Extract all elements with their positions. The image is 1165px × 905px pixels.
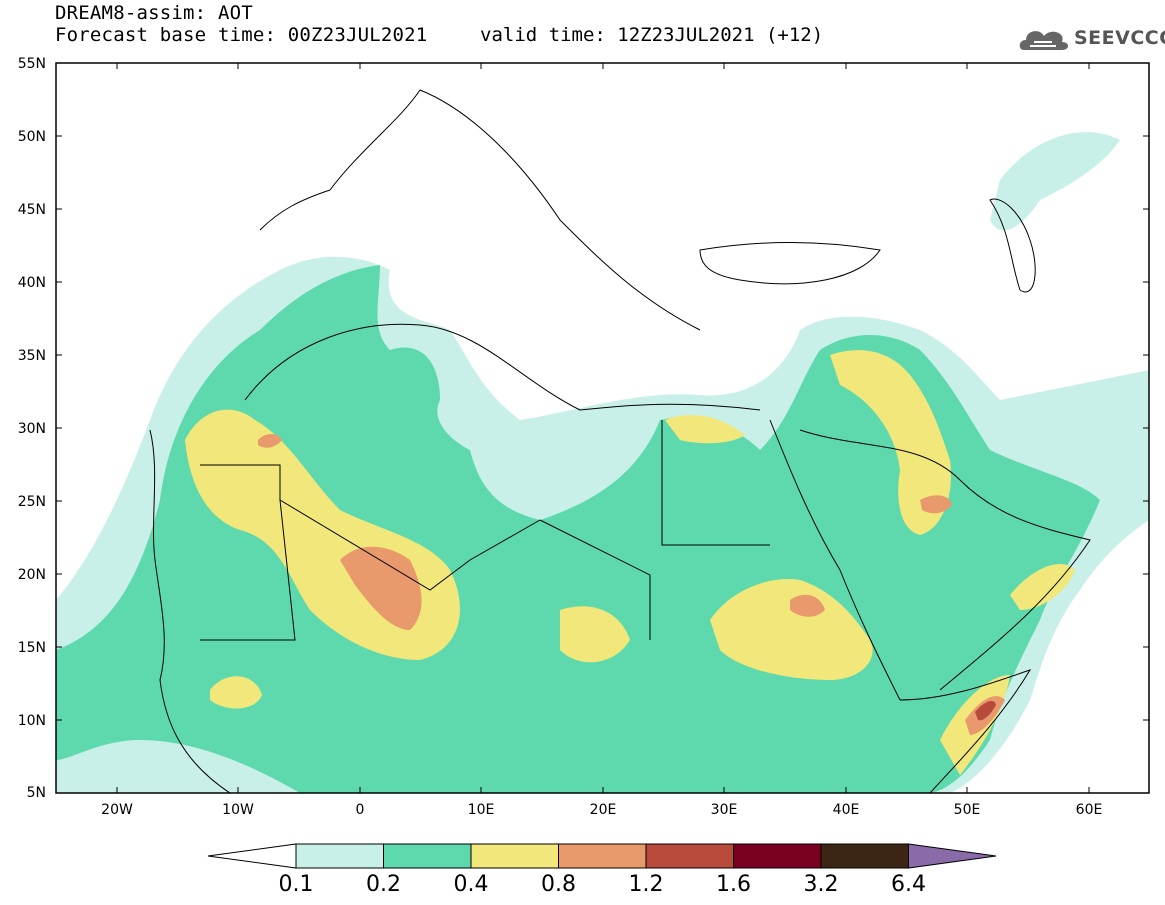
colorbar-label-1.6: 1.6 (716, 872, 751, 897)
colorbar-label-0.2: 0.2 (366, 872, 401, 897)
colorbar-swatch-0.4 (470, 843, 559, 869)
lon-label-0: 0 (355, 802, 365, 818)
border-egypt (661, 420, 770, 546)
colorbar (207, 843, 997, 869)
aot-band-0.8-redsea (790, 594, 825, 617)
coastline-black-sea (699, 242, 881, 285)
coastline-horn (899, 669, 1032, 793)
colorbar-label-1.2: 1.2 (628, 872, 664, 897)
colorbar-under-arrow (207, 843, 297, 869)
aot-band-0.4-egypt (665, 415, 745, 444)
aot-band-0.1-north (990, 132, 1120, 231)
coastline-north-africa (244, 323, 761, 411)
aot-band-0.8-algeria (340, 546, 422, 630)
aot-band-0.4-sahel (560, 606, 630, 663)
aot-band-0.8-arabia (920, 495, 952, 514)
forecast-base-time: Forecast base time: 00Z23JUL2021 (55, 24, 428, 46)
lat-label-40n: 40N (17, 275, 46, 291)
aot-band-0.4-westafrica (210, 676, 262, 709)
colorbar-label-6.4: 6.4 (891, 872, 926, 897)
border-libya-chad (539, 519, 651, 640)
lat-label-15n: 15N (17, 640, 46, 656)
colorbar-swatch-0.2 (383, 843, 472, 869)
colorbar-swatch-1.6 (733, 843, 822, 869)
coastline-west-africa (149, 429, 231, 793)
lon-label-30e: 30E (710, 802, 738, 818)
lat-label-55n: 55N (17, 56, 46, 72)
colorbar-over-arrow (908, 843, 997, 869)
lat-label-25n: 25N (17, 494, 46, 510)
colorbar-swatch-0.1 (295, 843, 384, 869)
coastline-arabia (799, 429, 1091, 691)
lon-label-10w: 10W (222, 802, 254, 818)
valid-time: valid time: 12Z23JUL2021 (+12) (480, 24, 824, 46)
colorbar-label-3.2: 3.2 (803, 872, 839, 897)
axis-ticks (56, 62, 1149, 794)
lon-label-10e: 10E (467, 802, 495, 818)
aot-contours (56, 132, 1149, 793)
colorbar-swatch-3.2 (820, 843, 909, 869)
lat-label-30n: 30N (17, 421, 46, 437)
colorbar-swatch-1.2 (645, 843, 734, 869)
aot-band-0.4-mesopotamia (830, 350, 951, 535)
lat-label-5n: 5N (26, 785, 46, 801)
lon-label-20w: 20W (101, 802, 133, 818)
lon-label-60e: 60E (1075, 802, 1103, 818)
aot-band-0.8-morocco (258, 434, 282, 448)
colorbar-label-0.8: 0.8 (541, 872, 576, 897)
lat-label-20n: 20N (17, 567, 46, 583)
lat-label-10n: 10N (17, 713, 46, 729)
lat-label-35n: 35N (17, 348, 46, 364)
lon-label-20e: 20E (589, 802, 617, 818)
coastlines (149, 89, 1091, 793)
aot-band-0.4-oman (1010, 564, 1075, 610)
colorbar-label-0.4: 0.4 (453, 872, 489, 897)
border-algeria-mali (279, 499, 541, 591)
lat-label-50n: 50N (17, 129, 46, 145)
aot-band-1.2-somalia (975, 700, 996, 721)
coastline-europe (259, 89, 701, 331)
colorbar-swatch-0.8 (558, 843, 647, 869)
lon-label-50e: 50E (953, 802, 981, 818)
lon-label-40e: 40E (832, 802, 860, 818)
cloud-icon (1019, 31, 1068, 50)
map-title: DREAM8-assim: AOT (55, 2, 253, 24)
colorbar-label-0.1: 0.1 (278, 872, 314, 897)
coastline-caspian (989, 198, 1036, 293)
lat-label-45n: 45N (17, 202, 46, 218)
aot-band-0.4-sudan (710, 579, 873, 680)
logo-text: SEEVCCC (1074, 27, 1165, 49)
coastline-red-sea (769, 419, 901, 701)
seevccc-logo: SEEVCCC (1016, 22, 1165, 56)
